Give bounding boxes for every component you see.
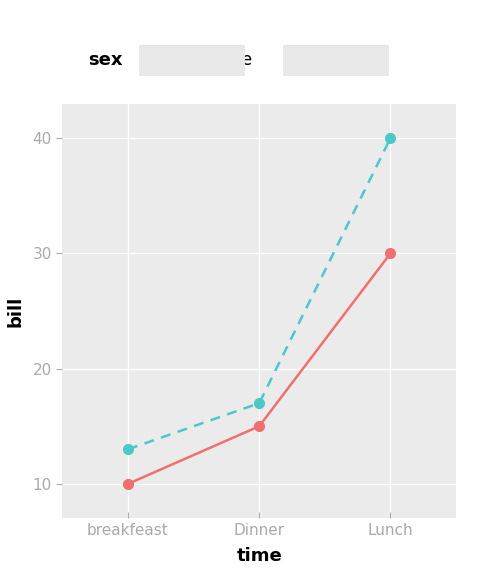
Text: Male: Male bbox=[336, 51, 375, 70]
Text: sex: sex bbox=[88, 51, 123, 70]
Text: Female: Female bbox=[192, 51, 252, 70]
Y-axis label: bill: bill bbox=[6, 295, 24, 327]
X-axis label: time: time bbox=[236, 547, 282, 564]
